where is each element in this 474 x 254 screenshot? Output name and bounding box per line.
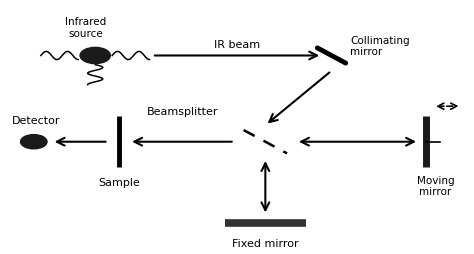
Text: Infrared
source: Infrared source xyxy=(65,17,106,39)
Text: Fixed mirror: Fixed mirror xyxy=(232,238,299,248)
Text: Collimating
mirror: Collimating mirror xyxy=(350,35,410,57)
Text: Beamsplitter: Beamsplitter xyxy=(146,107,218,117)
Text: IR beam: IR beam xyxy=(214,40,260,50)
Text: Sample: Sample xyxy=(98,178,140,187)
Text: Detector: Detector xyxy=(12,116,60,126)
Text: Moving
mirror: Moving mirror xyxy=(417,175,454,197)
Circle shape xyxy=(20,135,47,149)
Circle shape xyxy=(80,48,110,64)
